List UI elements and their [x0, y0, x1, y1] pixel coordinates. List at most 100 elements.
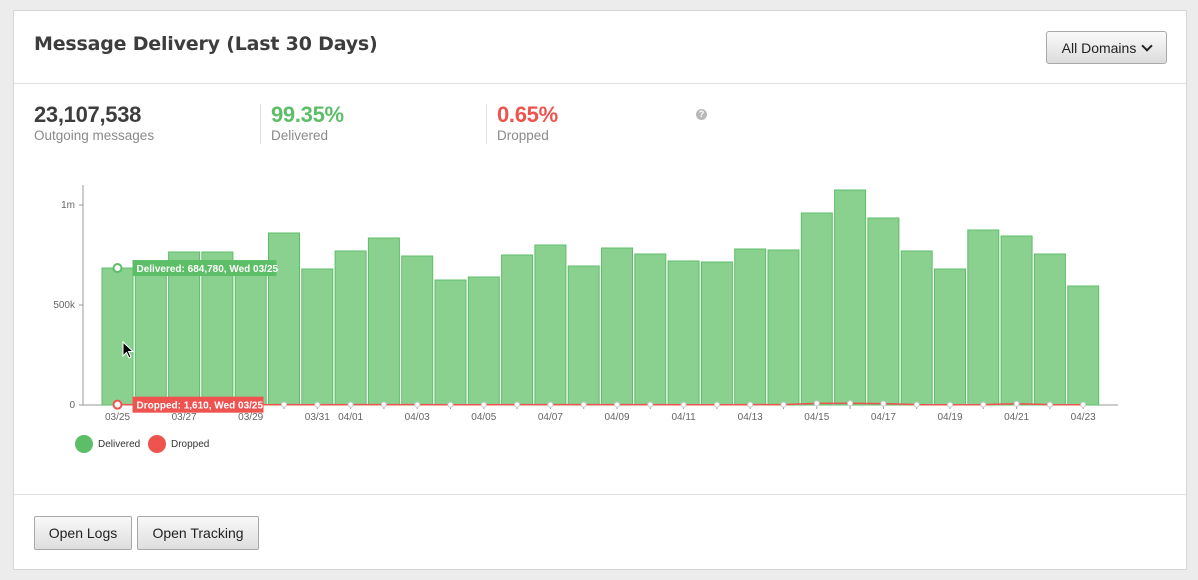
panel-header: Message Delivery (Last 30 Days) All Doma…: [14, 11, 1186, 84]
bar-delivered: [567, 265, 600, 406]
dropped-hover-marker: [112, 399, 123, 410]
message-delivery-panel: Message Delivery (Last 30 Days) All Doma…: [13, 10, 1187, 570]
y-tick-label: 0: [69, 400, 75, 411]
bar-delivered: [367, 237, 400, 406]
bar-delivered: [800, 212, 833, 406]
bar-delivered: [934, 268, 966, 406]
dropped-point: [713, 401, 720, 408]
bar-delivered: [834, 189, 867, 406]
outgoing-value: 23,107,538: [34, 102, 142, 127]
legend-delivered-label: Delivered: [98, 438, 141, 450]
footer-divider: [14, 494, 1186, 495]
dropped-point: [947, 401, 953, 408]
x-tick-label: 04/05: [471, 412, 496, 423]
delivered-hover-marker: [112, 263, 123, 274]
x-tick-label: 04/13: [738, 412, 763, 423]
bar-delivered: [268, 232, 300, 406]
bar-delivered: [401, 255, 434, 406]
dropped-point: [1080, 401, 1087, 408]
dropped-point: [380, 401, 387, 408]
dropped-point: [347, 401, 354, 408]
bar-delivered: [900, 250, 933, 406]
y-tick-label: 500k: [53, 300, 76, 311]
bar-delivered: [301, 268, 334, 406]
x-tick-label: 04/19: [937, 412, 962, 423]
dropped-point: [547, 401, 554, 408]
legend-dropped-label: Dropped: [171, 438, 210, 450]
outgoing-label: Outgoing messages: [34, 128, 155, 143]
x-tick-label: 04/15: [804, 412, 829, 423]
bar-delivered: [700, 261, 733, 406]
dropped-point: [847, 400, 854, 407]
bar-delivered: [1067, 285, 1100, 406]
dropped-point: [647, 401, 654, 408]
bar-delivered: [634, 253, 667, 406]
dropped-point: [813, 400, 820, 407]
x-tick-label: 04/01: [338, 412, 363, 423]
dropped-point: [414, 401, 421, 408]
bar-delivered: [1033, 253, 1066, 406]
delivered-label: Delivered: [271, 128, 329, 143]
open-tracking-button[interactable]: Open Tracking: [137, 516, 259, 550]
bar-delivered: [168, 251, 201, 406]
stat-delivered: 99.35% Delivered: [271, 103, 344, 145]
panel-title: Message Delivery (Last 30 Days): [34, 33, 378, 55]
bar-delivered: [134, 266, 167, 406]
x-tick-label: 04/07: [538, 412, 563, 423]
chevron-down-icon: [1141, 39, 1154, 52]
dropped-point: [880, 400, 887, 407]
dropped-value: 0.65%: [497, 102, 558, 127]
dropped-point: [780, 401, 787, 408]
bar-delivered: [467, 276, 500, 406]
x-tick-label: 04/17: [871, 412, 896, 423]
x-tick-label: 03/25: [105, 412, 130, 423]
delivery-chart: 0 500k 1m 03/25 03/27 03/29 03/31 04/01 04/03 04/…: [53, 185, 1118, 423]
bar-delivered: [867, 217, 900, 406]
stat-dropped: 0.65% Dropped: [497, 103, 558, 145]
legend-delivered-swatch: [75, 435, 93, 453]
domains-dropdown-label: All Domains: [1061, 39, 1137, 56]
legend-delivered[interactable]: Delivered: [75, 435, 140, 453]
bar-delivered: [534, 244, 567, 406]
dropped-point: [980, 401, 987, 408]
dropped-point: [614, 401, 620, 408]
bar-delivered: [501, 254, 534, 406]
dropped-point: [1013, 400, 1020, 407]
stat-divider: [486, 104, 487, 144]
dropped-point: [314, 401, 321, 408]
tooltip-dropped-bg: [132, 396, 264, 413]
dropped-point: [580, 401, 587, 408]
legend-dropped[interactable]: Dropped: [148, 435, 209, 453]
x-tick-label: 04/03: [405, 412, 430, 423]
bar-delivered: [734, 248, 767, 406]
dropped-point: [281, 401, 287, 408]
question-circle-icon[interactable]: ?: [696, 109, 707, 120]
x-tick-label: 04/09: [604, 412, 629, 423]
bar-delivered: [234, 266, 267, 406]
bar-delivered: [601, 247, 633, 406]
bar-delivered: [434, 279, 467, 406]
bar-delivered: [101, 267, 134, 406]
all-domains-dropdown[interactable]: All Domains: [1046, 31, 1167, 64]
mouse-pointer-icon: [122, 341, 135, 359]
tooltip-dropped: Dropped: 1,610, Wed 03/25: [137, 401, 264, 412]
dropped-point: [514, 401, 521, 408]
dropped-point: [913, 401, 920, 408]
tooltip-delivered: Delivered: 684,780, Wed 03/25: [137, 264, 279, 275]
dropped-point: [480, 401, 487, 408]
x-tick-label: 04/23: [1071, 412, 1096, 423]
open-logs-button[interactable]: Open Logs: [34, 516, 132, 550]
bar-delivered: [1000, 235, 1033, 406]
bar-delivered: [667, 260, 700, 406]
bar-delivered: [967, 229, 1000, 406]
dropped-point: [447, 401, 454, 408]
stat-divider: [260, 104, 261, 144]
dropped-point: [747, 401, 754, 408]
legend-dropped-swatch: [148, 435, 166, 453]
bar-delivered: [334, 250, 367, 406]
x-tick-label: 04/21: [1004, 412, 1029, 423]
y-tick-label: 1m: [61, 200, 75, 211]
x-tick-label: 03/27: [172, 412, 197, 423]
bar-delivered: [767, 249, 800, 406]
dropped-label: Dropped: [497, 128, 549, 143]
